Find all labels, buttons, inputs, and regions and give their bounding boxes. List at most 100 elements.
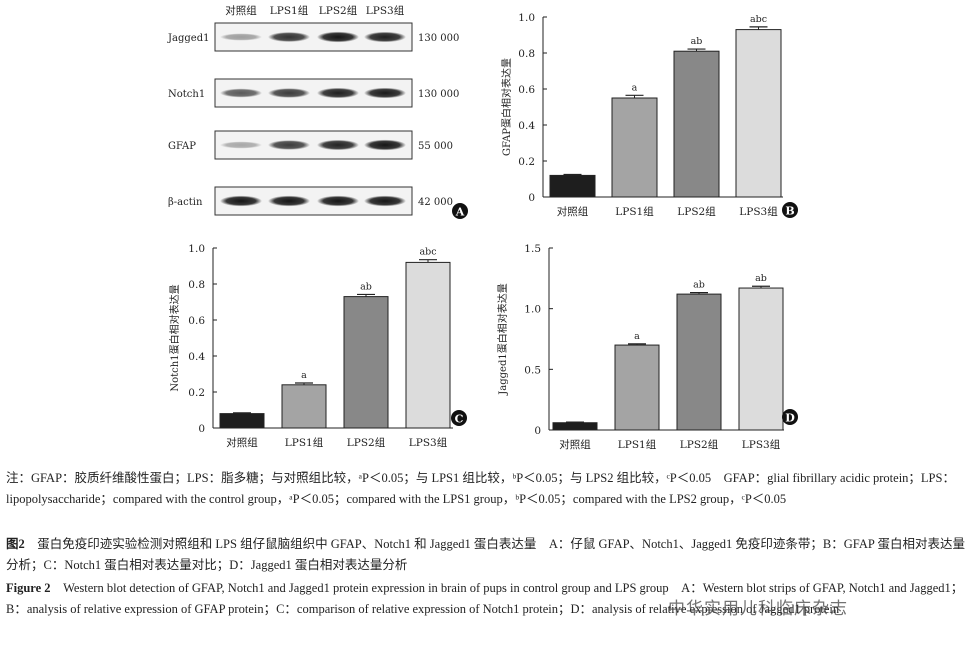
y-tick-label: 1.0 bbox=[188, 243, 205, 255]
figure-caption-cn: 图2 蛋白免疫印迹实验检测对照组和 LPS 组仔鼠脑组织中 GFAP、Notch… bbox=[6, 534, 968, 576]
panel-a-western-blot: 对照组 LPS1组 LPS2组 LPS3组 Jagged1 130 000 Notch1 13… bbox=[167, 4, 468, 219]
panel-label-badge bbox=[782, 409, 798, 425]
category-label: 对照组 bbox=[557, 205, 589, 218]
blot-band bbox=[364, 195, 406, 207]
panel-label-badge bbox=[782, 202, 798, 218]
significance-label: a bbox=[634, 331, 640, 342]
bar bbox=[552, 422, 598, 431]
blot-band bbox=[317, 31, 359, 43]
bar bbox=[676, 293, 722, 431]
molecular-weight-label: 130 000 bbox=[418, 33, 459, 44]
significance-label: ab bbox=[755, 273, 767, 284]
significance-label: a bbox=[301, 370, 307, 381]
caption-en-text: Western blot detection of GFAP, Notch1 a… bbox=[6, 581, 964, 616]
blot-band bbox=[317, 87, 359, 99]
category-label: LPS1组 bbox=[618, 438, 657, 451]
lane-label: LPS1组 bbox=[270, 4, 309, 17]
blot-band bbox=[220, 33, 262, 41]
bar bbox=[281, 384, 327, 429]
bar bbox=[738, 287, 784, 431]
significance-label: abc bbox=[750, 14, 767, 25]
lane-label: LPS2组 bbox=[319, 4, 358, 17]
category-label: LPS3组 bbox=[742, 438, 781, 451]
caption-cn-label: 图2 bbox=[6, 537, 25, 551]
category-label: LPS2组 bbox=[347, 436, 386, 449]
category-label: LPS2组 bbox=[677, 205, 716, 218]
panel-label: D bbox=[785, 412, 795, 425]
y-tick-label: 0.5 bbox=[524, 364, 541, 376]
molecular-weight-label: 55 000 bbox=[418, 141, 453, 152]
category-label: LPS3组 bbox=[739, 205, 778, 218]
y-tick-label: 0.8 bbox=[518, 48, 535, 60]
y-axis-title: GFAP蛋白相对表达量 bbox=[500, 58, 513, 156]
blot-band bbox=[317, 139, 359, 151]
significance-label: a bbox=[632, 82, 638, 93]
bar bbox=[735, 29, 782, 198]
figure-caption-en: Figure 2 Western blot detection of GFAP,… bbox=[6, 578, 968, 620]
y-tick-label: 0.6 bbox=[518, 84, 535, 96]
molecular-weight-label: 130 000 bbox=[418, 89, 459, 100]
y-tick-label: 1.5 bbox=[524, 243, 541, 255]
category-label: LPS3组 bbox=[409, 436, 448, 449]
journal-watermark: 中华实用儿科临床杂志 bbox=[668, 599, 848, 619]
y-axis-title: Notch1蛋白相对表达量 bbox=[168, 284, 181, 391]
bar bbox=[219, 413, 265, 429]
category-label: LPS2组 bbox=[680, 438, 719, 451]
y-tick-label: 0.4 bbox=[518, 120, 535, 132]
blot-band bbox=[364, 139, 406, 151]
lane-label: LPS3组 bbox=[366, 4, 405, 17]
blot-band bbox=[268, 140, 310, 150]
figure-2: 对照组 LPS1组 LPS2组 LPS3组 Jagged1 130 000 Notch1 13… bbox=[167, 4, 798, 451]
blot-band bbox=[268, 32, 310, 42]
molecular-weight-label: 42 000 bbox=[418, 197, 453, 208]
category-label: LPS1组 bbox=[615, 205, 654, 218]
y-tick-label: 0.8 bbox=[188, 279, 205, 291]
significance-label: abc bbox=[419, 247, 436, 258]
bar bbox=[405, 261, 451, 429]
panel-label-badge bbox=[452, 203, 468, 219]
protein-label: GFAP bbox=[168, 141, 196, 152]
significance-label: ab bbox=[360, 281, 372, 292]
y-tick-label: 1.0 bbox=[524, 304, 541, 316]
bar bbox=[614, 344, 660, 431]
y-tick-label: 0.2 bbox=[188, 387, 205, 399]
y-tick-label: 0 bbox=[534, 425, 541, 437]
bar bbox=[611, 97, 658, 198]
category-label: 对照组 bbox=[559, 438, 591, 451]
blot-band bbox=[364, 31, 406, 43]
bar bbox=[549, 174, 596, 198]
panel-label-badge bbox=[451, 410, 467, 426]
blot-band bbox=[220, 195, 262, 207]
protein-label: β-actin bbox=[168, 197, 203, 208]
caption-cn-text: 蛋白免疫印迹实验检测对照组和 LPS 组仔鼠脑组织中 GFAP、Notch1 和… bbox=[6, 537, 965, 572]
blot-band bbox=[317, 195, 359, 207]
category-label: LPS1组 bbox=[285, 436, 324, 449]
caption-en-label: Figure 2 bbox=[6, 581, 51, 595]
blot-band bbox=[220, 88, 262, 98]
y-tick-label: 0 bbox=[198, 423, 205, 435]
panel-label: B bbox=[785, 205, 794, 218]
y-tick-label: 0 bbox=[528, 192, 535, 204]
y-tick-label: 0.6 bbox=[188, 315, 205, 327]
bar bbox=[343, 296, 389, 429]
y-axis-title: Jagged1蛋白相对表达量 bbox=[496, 283, 509, 395]
lane-label: 对照组 bbox=[225, 4, 257, 17]
y-tick-label: 1.0 bbox=[518, 12, 535, 24]
blot-band bbox=[268, 88, 310, 98]
bar bbox=[673, 50, 720, 198]
protein-label: Jagged1 bbox=[167, 33, 209, 44]
panel-label: A bbox=[455, 206, 465, 219]
blot-band bbox=[364, 87, 406, 99]
blot-band bbox=[268, 195, 310, 207]
category-label: 对照组 bbox=[226, 436, 258, 449]
blot-band bbox=[220, 141, 262, 149]
figure-note: 注：GFAP：胶质纤维酸性蛋白；LPS：脂多糖；与对照组比较，ᵃP＜0.05；与… bbox=[6, 468, 968, 510]
significance-label: ab bbox=[693, 280, 705, 291]
y-tick-label: 0.4 bbox=[188, 351, 205, 363]
y-tick-label: 0.2 bbox=[518, 156, 535, 168]
significance-label: ab bbox=[691, 36, 703, 47]
panel-label: C bbox=[455, 413, 464, 426]
